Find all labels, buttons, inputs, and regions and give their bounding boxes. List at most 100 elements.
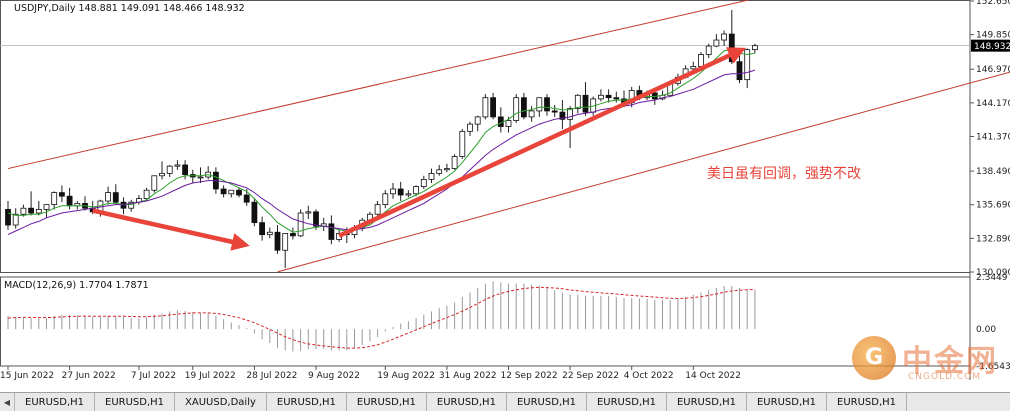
price-axis-label: 135.690 (976, 201, 1010, 211)
candle-body (105, 192, 111, 202)
candle-body (467, 123, 473, 132)
channel-line (277, 71, 1010, 273)
candle-body (443, 168, 450, 171)
price-axis-label: 149.850 (976, 31, 1010, 41)
price-axis: 152.650 149.850 146.970 144.170 141.370 138.4… (970, 0, 1010, 278)
date-label: 22 Sep 2022 (562, 371, 619, 381)
price-axis-label: 146.970 (976, 65, 1010, 75)
price-axis-label: 144.170 (976, 99, 1010, 109)
current-price-box (971, 39, 1010, 52)
candle-body (705, 45, 712, 55)
candle-body (559, 111, 566, 120)
candle-body (182, 164, 189, 175)
macd-axis-label: -1.6543 (976, 362, 1010, 372)
moving-average-line (7, 69, 756, 236)
candle-body (567, 108, 573, 120)
candle-body (282, 233, 289, 251)
chart-tab[interactable]: EURUSD,H1 (827, 393, 908, 411)
chart-tab[interactable]: EURUSD,H1 (95, 393, 176, 411)
candle-body (112, 192, 119, 203)
candle-body (274, 231, 281, 251)
chart-tab[interactable]: EURUSD,H1 (427, 393, 507, 411)
candle-body (51, 192, 58, 206)
chart-tab[interactable]: EURUSD,H1 (15, 393, 96, 411)
date-axis: 15 Jun 2022 27 Jun 2022 7 Jul 2022 19 Jul 2… (0, 366, 741, 381)
chart-tab[interactable]: EURUSD,H1 (667, 393, 747, 411)
moving-averages (7, 49, 756, 236)
chart-tab[interactable]: EURUSD,H1 (507, 393, 587, 411)
candle-body (128, 201, 135, 209)
candle-body (698, 54, 704, 67)
candle-body (428, 172, 435, 180)
candle-body (243, 194, 250, 203)
candle-body (598, 94, 604, 100)
candle-body (613, 97, 620, 100)
chart-tab[interactable]: EURUSD,H1 (347, 393, 427, 411)
candle-body (551, 110, 558, 113)
candle-body (151, 175, 158, 191)
candle-body (166, 165, 173, 174)
price-axis-label: 138.490 (976, 167, 1010, 177)
price-axis-label: 141.370 (976, 133, 1010, 143)
macd-axis-label: 2.3449 (976, 273, 1008, 283)
macd-axis-label: 0.00 (976, 325, 996, 335)
candle-body (397, 188, 404, 196)
candle-body (574, 94, 581, 109)
date-label: 9 Aug 2022 (308, 371, 360, 381)
chart-tab[interactable]: XAUUSD,Daily (175, 393, 267, 411)
date-label: 27 Jun 2022 (62, 371, 116, 381)
tab-scroll-left-icon[interactable]: ◀ (0, 393, 15, 411)
candle-body (289, 233, 296, 237)
candle-body (159, 172, 165, 177)
candle-body (744, 49, 751, 81)
candle-body (328, 223, 335, 240)
date-label: 19 Aug 2022 (377, 371, 435, 381)
candle-body (528, 110, 535, 118)
candle-body (220, 188, 227, 195)
candlesticks (5, 10, 758, 269)
down-trend-arrow (92, 208, 250, 251)
candle-body (382, 193, 389, 206)
date-label: 12 Sep 2022 (501, 371, 558, 381)
candle-body (713, 39, 720, 47)
logo-mark-icon: G (852, 336, 896, 380)
date-label: 19 Jul 2022 (185, 371, 236, 381)
candle-body (459, 130, 466, 157)
date-label: 7 Jul 2022 (131, 371, 176, 381)
candle-body (228, 189, 235, 195)
macd-panel: 2.3449 0.00 -1.6543 (7, 273, 1010, 372)
price-panel-frame (0, 0, 971, 273)
candle-body (521, 97, 527, 118)
chart-tab[interactable]: EURUSD,H1 (747, 393, 827, 411)
candle-body (35, 209, 42, 214)
candle-body (28, 207, 35, 214)
candle-body (374, 204, 381, 215)
candle-body (43, 204, 50, 210)
up-trend-arrow (338, 47, 747, 238)
candle-body (420, 178, 427, 187)
date-label: 15 Jun 2022 (0, 371, 54, 381)
candle-body (605, 94, 612, 99)
candle-body (513, 97, 520, 121)
date-label: 14 Oct 2022 (685, 371, 741, 381)
chart-tab-bar: ◀ EURUSD,H1 EURUSD,H1 XAUUSD,Daily EURUSD,H… (0, 392, 1010, 411)
candle-body (20, 207, 27, 215)
candle-body (259, 222, 266, 236)
candle-body (582, 94, 589, 113)
annotation-text: 美日虽有回调，强势不改 (707, 166, 861, 182)
candle-body (752, 45, 758, 51)
macd-signal-line (7, 286, 755, 349)
price-axis-label: 132.890 (976, 234, 1010, 244)
chart-tab[interactable]: EURUSD,H1 (587, 393, 667, 411)
candle-body (66, 195, 73, 207)
candle-body (390, 188, 396, 195)
logo-site: CNGOLD.COM (908, 372, 982, 382)
candle-body (482, 97, 489, 118)
candle-body (544, 97, 550, 112)
chart-tab[interactable]: EURUSD,H1 (267, 393, 347, 411)
candle-body (313, 211, 319, 227)
candle-body (59, 192, 65, 197)
candle-body (536, 97, 543, 112)
